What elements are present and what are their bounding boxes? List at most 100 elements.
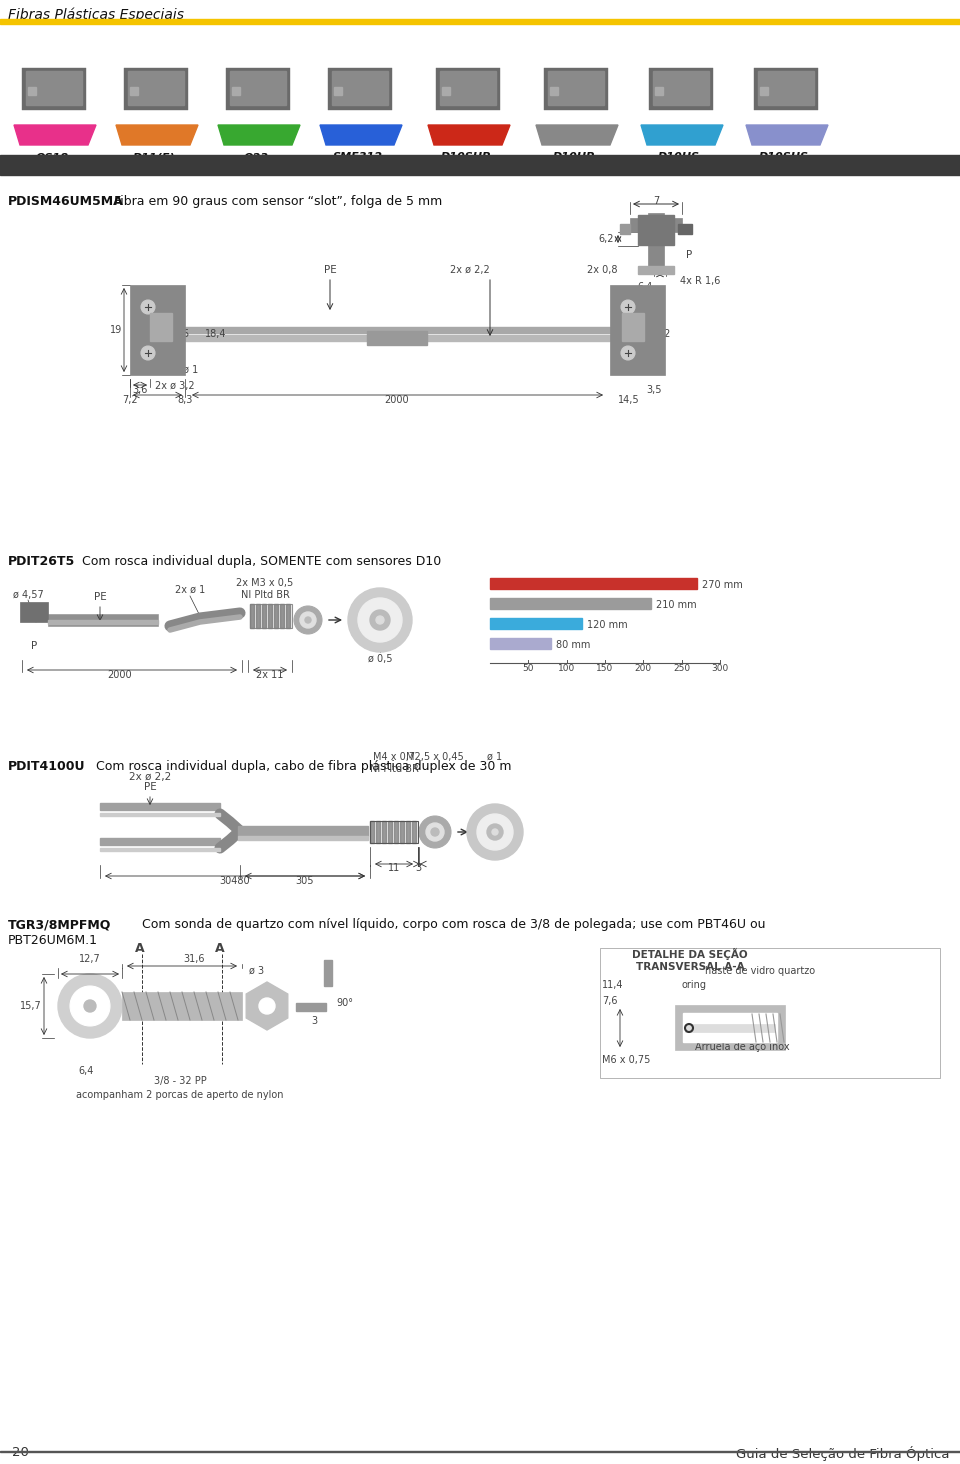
Bar [250,605,292,628]
Text: PBT26UM6M.1: PBT26UM6M.1 [8,934,98,947]
Circle shape [305,616,311,624]
Circle shape [431,829,439,836]
Circle shape [70,985,110,1026]
Bar [0,19,960,23]
Text: 2x M3 x 0,5: 2x M3 x 0,5 [236,578,294,589]
Text: 2x ø 1: 2x ø 1 [175,586,205,594]
Bar [370,821,418,843]
Bar [48,613,158,627]
Bar [400,821,404,843]
Bar [286,605,290,628]
Text: M2,5 x 0,45: M2,5 x 0,45 [406,752,464,761]
Bar [685,1023,775,1032]
Bar [238,826,368,836]
Bar [226,67,290,110]
Text: 7,6: 7,6 [602,996,617,1006]
Bar [332,70,388,105]
Text: Q23: Q23 [244,152,269,163]
Text: D11(E): D11(E) [132,152,176,163]
Text: 3/8 - 32 PP: 3/8 - 32 PP [154,1076,206,1086]
Text: ø 3: ø 3 [250,966,265,976]
Bar [370,821,374,843]
Circle shape [621,300,635,313]
Bar [620,224,630,234]
Text: 15,7: 15,7 [20,1001,42,1012]
Text: 6,4: 6,4 [79,1066,94,1076]
Text: 3: 3 [311,1016,317,1026]
Text: PE: PE [324,265,336,275]
Text: ø 4,57: ø 4,57 [12,590,43,600]
Bar [20,602,48,622]
Circle shape [492,829,498,834]
Text: D10SHS: D10SHS [759,152,809,163]
Bar [122,993,242,1020]
Bar [0,1451,960,1452]
Text: 80 mm: 80 mm [557,640,590,650]
Text: Arruela de aço inox: Arruela de aço inox [695,1042,790,1053]
Polygon shape [320,124,402,145]
Text: 2x ø 2,2: 2x ø 2,2 [129,772,171,782]
Bar [550,86,558,95]
Text: 19: 19 [109,325,122,335]
Bar [150,313,172,341]
Text: A: A [215,941,225,955]
Bar [622,313,644,341]
Bar [638,266,674,274]
Bar [130,86,138,95]
Text: 2000: 2000 [385,395,409,406]
Bar [490,638,551,649]
Circle shape [358,597,402,643]
Text: 3,5: 3,5 [646,385,661,395]
Circle shape [259,998,275,1015]
Text: PE: PE [144,782,156,792]
Bar [22,640,46,657]
Text: QS18: QS18 [36,152,68,163]
Text: Com sonda de quartzo com nível líquido, corpo com rosca de 3/8 de polegada; use : Com sonda de quartzo com nível líquido, … [138,918,765,931]
Text: 2x ø 1: 2x ø 1 [168,365,199,375]
Bar [648,212,664,268]
Circle shape [58,974,122,1038]
Text: Alcance (em mm): Alcance (em mm) [485,160,600,173]
Text: ø 0,5: ø 0,5 [368,654,393,665]
Bar [653,70,709,105]
Text: 2x ø 3,2: 2x ø 3,2 [155,381,195,391]
Circle shape [141,300,155,313]
Bar [238,836,368,840]
Text: 150: 150 [596,665,613,673]
Text: PDIT4100U: PDIT4100U [8,760,85,773]
Circle shape [348,589,412,651]
Text: NI Pltd BR: NI Pltd BR [241,590,289,600]
Text: 300: 300 [711,665,729,673]
Text: 3: 3 [415,862,421,873]
Text: 2x 11: 2x 11 [256,671,284,679]
Text: D10HP: D10HP [553,152,595,163]
Text: 7: 7 [653,196,660,206]
Text: 3,6: 3,6 [132,385,148,395]
Text: Dimensões (em mm): Dimensões (em mm) [8,160,144,173]
Bar [28,86,36,95]
Text: PE: PE [94,591,107,602]
Bar [100,802,220,810]
Circle shape [370,610,390,630]
Bar [678,224,692,234]
Bar [230,70,286,105]
Polygon shape [14,124,96,145]
Bar [490,597,651,609]
Bar [26,70,82,105]
Bar [655,86,663,95]
Text: 20: 20 [12,1446,29,1460]
Polygon shape [536,124,618,145]
Text: Guia de Seleção de Fibra Óptica: Guia de Seleção de Fibra Óptica [736,1446,950,1461]
Text: 7,2: 7,2 [122,395,138,406]
Text: haste de vidro quartzo: haste de vidro quartzo [705,966,815,976]
Bar [367,331,427,346]
Bar [128,70,184,105]
Bar [610,285,665,375]
Bar [442,86,450,95]
Bar [100,837,220,845]
Bar [256,605,260,628]
Text: 270 mm: 270 mm [702,580,743,590]
Polygon shape [246,982,288,1031]
Text: 12,7: 12,7 [79,955,101,963]
Text: 14,5: 14,5 [618,395,639,406]
